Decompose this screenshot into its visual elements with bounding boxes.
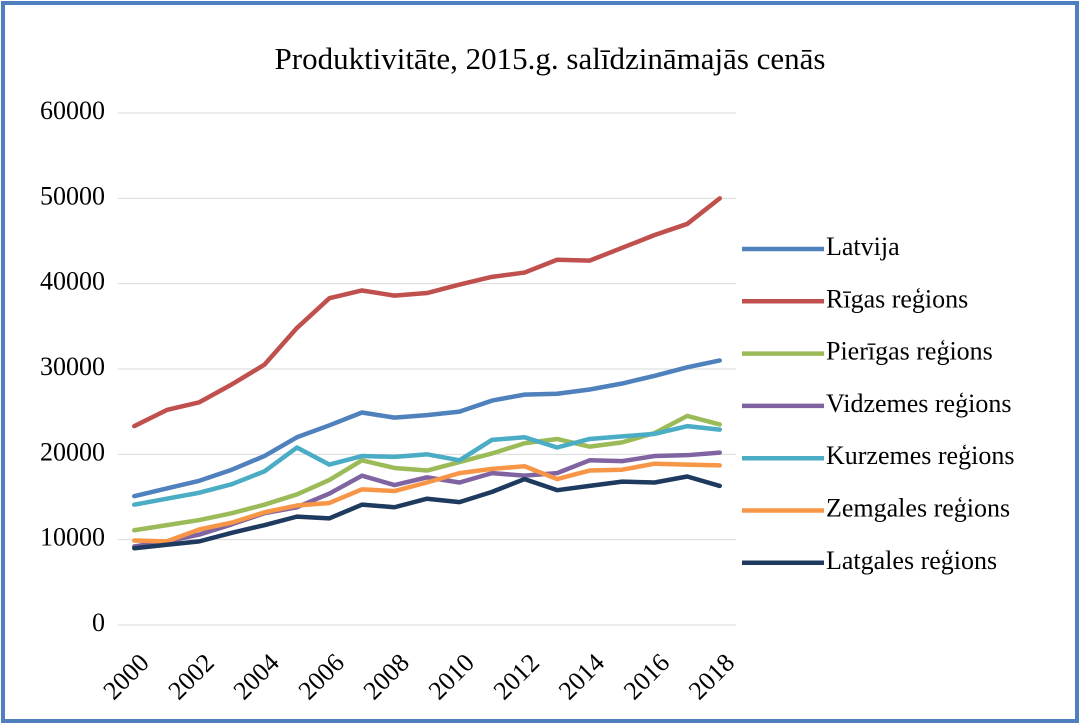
y-tick-label: 30000 (40, 352, 105, 381)
legend-label: Latgales reģions (826, 546, 997, 575)
y-tick-label: 10000 (40, 523, 105, 552)
line-series (132, 423, 722, 507)
y-tick-label: 0 (92, 608, 105, 637)
line-series (132, 474, 722, 551)
y-tick-label: 40000 (40, 267, 105, 296)
y-tick-label: 60000 (40, 96, 105, 125)
y-tick-label: 20000 (40, 437, 105, 466)
legend-label: Zemgales reģions (826, 493, 1010, 522)
line-series (132, 413, 722, 533)
legend-label: Pierīgas reģions (826, 337, 993, 366)
legend-label: Kurzemes reģions (826, 441, 1014, 470)
legend-label: Latvija (826, 232, 900, 261)
legend-label: Vidzemes reģions (826, 389, 1011, 418)
line-series (132, 358, 722, 499)
line-series (132, 461, 722, 544)
legend-label: Rīgas reģions (826, 284, 968, 313)
line-series (132, 196, 722, 429)
chart-title: Produktivitāte, 2015.g. salīdzināmajās c… (275, 41, 826, 76)
y-tick-label: 50000 (40, 181, 105, 210)
